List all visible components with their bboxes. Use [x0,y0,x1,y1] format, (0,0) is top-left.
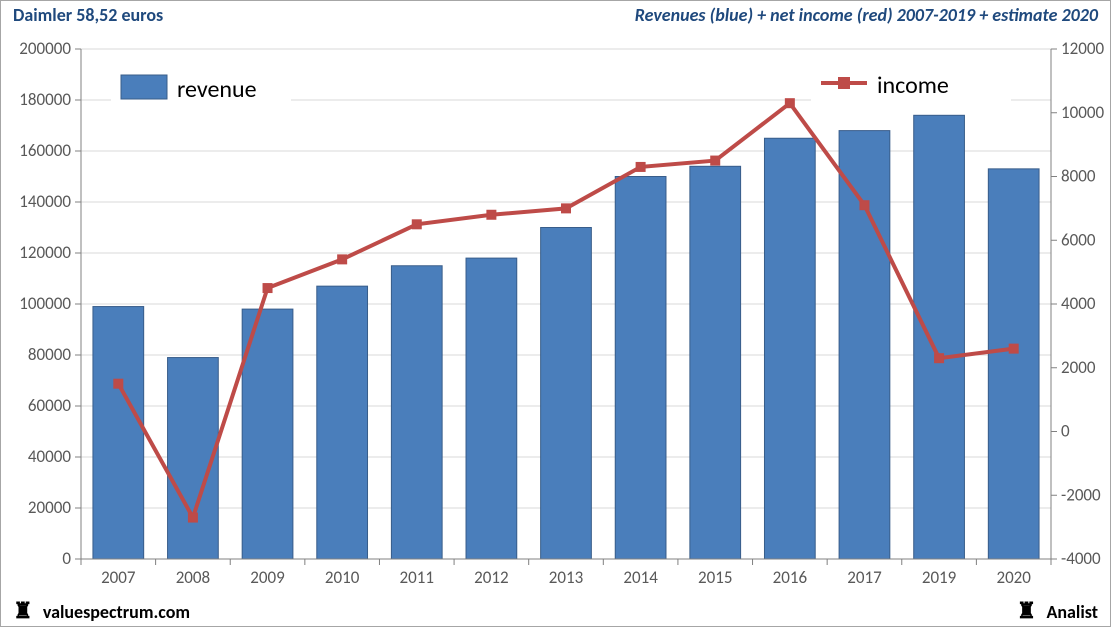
svg-text:10000: 10000 [1061,102,1104,123]
svg-text:2013: 2013 [549,567,583,588]
svg-text:180000: 180000 [19,89,71,110]
svg-text:2014: 2014 [623,567,658,588]
income-marker [188,513,197,522]
income-marker [562,204,571,213]
footer-right-text: Analist [1046,601,1098,623]
chart-header: Daimler 58,52 euros Revenues (blue) + ne… [1,1,1110,29]
svg-text:2017: 2017 [847,567,882,588]
svg-text:80000: 80000 [28,344,71,365]
svg-text:-4000: -4000 [1061,548,1101,569]
revenue-bar [541,228,592,560]
svg-text:100000: 100000 [19,293,71,314]
footer-left-text: valuespectrum.com [43,601,190,623]
svg-text:0: 0 [62,548,71,569]
rook-icon: ♜ [1017,600,1037,622]
svg-text:8000: 8000 [1061,166,1096,187]
svg-text:200000: 200000 [19,38,71,59]
revenue-bar [93,307,144,559]
svg-text:0: 0 [1061,421,1070,442]
revenue-bar [615,177,666,560]
svg-text:2012: 2012 [474,567,508,588]
svg-text:2019: 2019 [922,567,957,588]
footer-right: ♜ Analist [1017,600,1098,623]
svg-text:2015: 2015 [698,567,732,588]
income-marker [1009,344,1018,353]
header-title-left: Daimler 58,52 euros [13,4,163,26]
chart-page: Daimler 58,52 euros Revenues (blue) + ne… [0,0,1111,627]
income-marker [636,162,645,171]
svg-text:40000: 40000 [28,446,71,467]
revenue-bar [764,138,815,559]
footer-left: ♜ valuespectrum.com [13,600,190,623]
svg-text:140000: 140000 [19,191,71,212]
income-marker [487,210,496,219]
revenue-bar [466,258,517,559]
svg-text:-2000: -2000 [1061,484,1101,505]
legend-revenue: revenue [177,75,257,104]
legend-income: income [877,71,949,100]
svg-text:2000: 2000 [1061,357,1096,378]
revenue-bar [914,115,965,559]
income-marker [711,156,720,165]
svg-text:160000: 160000 [19,140,71,161]
revenue-bar [690,166,741,559]
svg-text:2009: 2009 [250,567,285,588]
income-marker [860,201,869,210]
svg-text:2016: 2016 [773,567,808,588]
income-marker [935,354,944,363]
revenue-bar [317,286,368,559]
income-marker [263,284,272,293]
revenue-bar [391,266,442,559]
svg-text:2010: 2010 [325,567,360,588]
revenue-bar [988,169,1039,559]
svg-text:2020: 2020 [996,567,1031,588]
svg-text:20000: 20000 [28,497,71,518]
chart-footer: ♜ valuespectrum.com ♜ Analist [1,597,1110,626]
svg-text:120000: 120000 [19,242,71,263]
svg-text:2008: 2008 [176,567,210,588]
header-title-right: Revenues (blue) + net income (red) 2007-… [635,4,1098,26]
chart-canvas: 0200004000060000800001000001200001400001… [1,29,1111,599]
svg-text:2011: 2011 [400,567,434,588]
rook-icon: ♜ [13,600,33,622]
income-marker [114,379,123,388]
income-marker [338,255,347,264]
income-marker [785,99,794,108]
svg-text:6000: 6000 [1061,229,1096,250]
income-marker [412,220,421,229]
svg-text:4000: 4000 [1061,293,1096,314]
revenue-bar [839,131,890,559]
svg-text:60000: 60000 [28,395,71,416]
svg-text:2007: 2007 [101,567,136,588]
svg-text:12000: 12000 [1061,38,1104,59]
